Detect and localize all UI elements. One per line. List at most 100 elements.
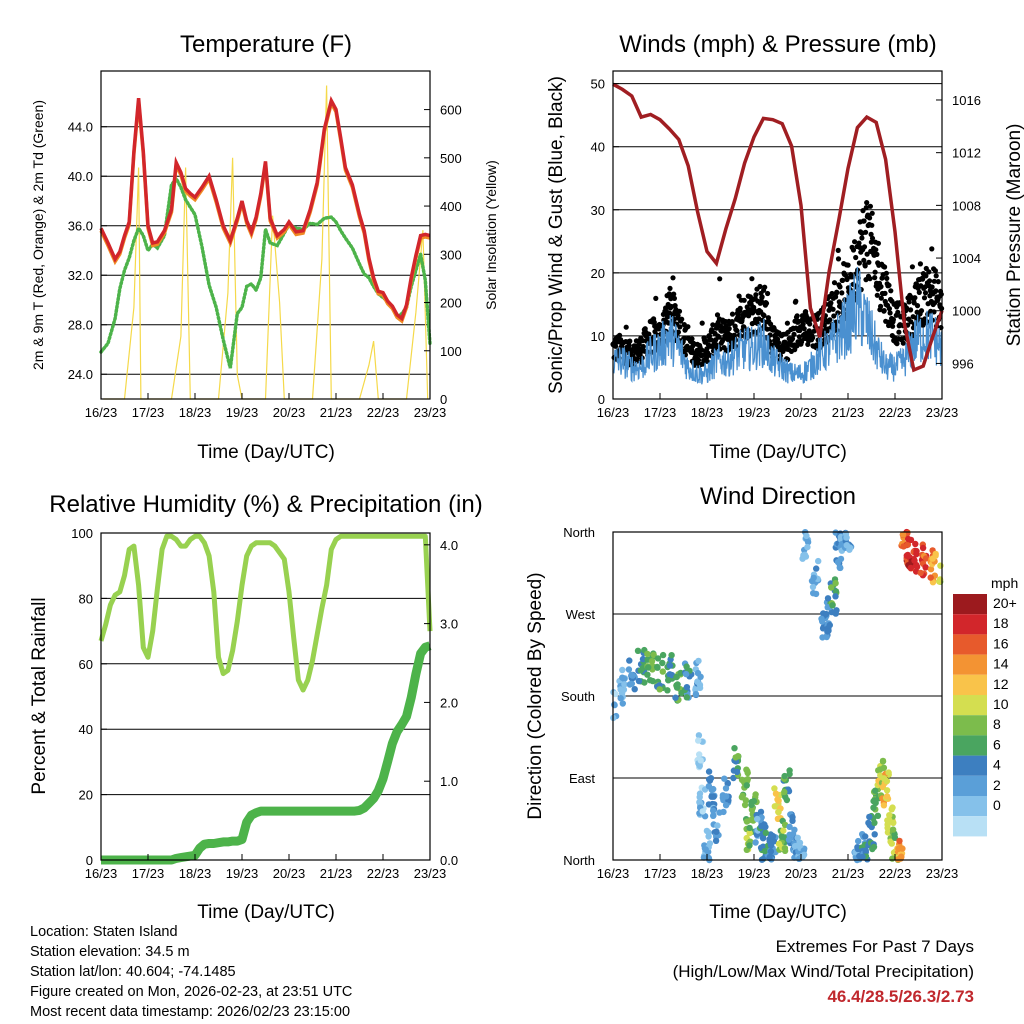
winds-right-label: Station Pressure (Maroon)	[1004, 124, 1024, 347]
direction-point	[619, 700, 626, 707]
direction-point	[654, 655, 662, 662]
direction-point	[913, 547, 920, 555]
humidity-plot-frame	[100, 532, 431, 861]
precipitation-line	[101, 641, 432, 865]
gust-point	[726, 326, 732, 332]
direction-point	[786, 767, 793, 774]
direction-point	[907, 564, 914, 572]
gust-point	[914, 303, 921, 309]
gust-point	[672, 303, 678, 309]
gust-point	[869, 235, 876, 241]
winds-x-tick-label: 19/23	[738, 405, 771, 420]
gust-point	[868, 239, 875, 245]
gust-point	[799, 339, 805, 345]
speed-legend-label: 4	[993, 757, 1001, 773]
temperature-left-label: 2m & 9m T (Red, Orange) & 2m Td (Green)	[30, 100, 46, 370]
direction-point	[617, 686, 624, 693]
direction-point	[829, 602, 836, 609]
gust-point	[830, 306, 836, 312]
direction-point	[937, 562, 944, 569]
direction-point	[683, 694, 690, 701]
gust-point	[931, 278, 937, 284]
direction-point	[650, 651, 657, 659]
direction-point	[746, 829, 753, 837]
gust-point	[704, 358, 710, 364]
direction-point	[654, 663, 661, 671]
direction-point	[733, 768, 741, 776]
direction-point	[746, 824, 753, 832]
recent-timestamp: Most recent data timestamp: 2026/02/23 2…	[30, 1004, 351, 1020]
gust-point	[653, 295, 659, 301]
direction-point	[731, 745, 738, 752]
figure-created: Figure created on Mon, 2026-02-23, at 23…	[30, 984, 353, 1000]
humidity-right-tick-label: 0.0	[440, 853, 458, 868]
speed-legend-swatch	[953, 816, 987, 837]
gust-point	[699, 320, 705, 326]
humidity-x-axis: 16/23 17/23 18/23 19/23 20/23 21/23 22/23 23/23	[85, 854, 447, 881]
direction-point	[800, 851, 808, 858]
direction-x-tick-label: 20/23	[785, 866, 818, 881]
winds-title: Winds (mph) & Pressure (mb)	[619, 31, 936, 58]
direction-point	[774, 796, 781, 803]
gust-point	[890, 323, 896, 329]
station-elevation: Station elevation: 34.5 m	[30, 944, 190, 960]
direction-point	[665, 677, 672, 684]
direction-point	[818, 615, 825, 622]
gust-point	[886, 282, 892, 288]
direction-point	[702, 846, 709, 853]
gust-point	[828, 300, 834, 306]
gust-point	[909, 264, 916, 270]
direction-point	[786, 823, 793, 830]
gust-point	[862, 263, 868, 269]
speed-legend-swatch	[953, 735, 987, 756]
gust-point	[677, 324, 683, 330]
direction-point	[890, 819, 897, 826]
gust-point	[856, 240, 862, 246]
direction-point	[832, 580, 839, 587]
direction-point	[720, 808, 727, 816]
speed-legend-label: 10	[993, 696, 1009, 712]
direction-point	[832, 610, 839, 617]
gust-point	[896, 329, 902, 335]
direction-point	[877, 766, 884, 773]
gust-point	[761, 312, 767, 319]
direction-point	[758, 822, 765, 830]
speed-legend-swatch	[953, 755, 987, 776]
humidity-left-axis: 0 20 40 60 80 100	[71, 526, 107, 868]
direction-tick-label: West	[566, 607, 596, 622]
gust-point	[850, 247, 857, 253]
gust-point	[835, 247, 841, 253]
temperature-right-tick-label: 600	[440, 103, 462, 118]
winds-x-tick-label: 22/23	[879, 405, 912, 420]
gust-point	[900, 340, 906, 346]
gust-point	[874, 292, 880, 298]
direction-left-label: Direction (Colored By Speed)	[525, 572, 546, 819]
speed-legend-title: mph	[991, 575, 1018, 591]
direction-point	[724, 779, 731, 787]
direction-point	[668, 652, 675, 659]
direction-point	[722, 785, 730, 792]
humidity-x-tick-label: 16/23	[85, 866, 118, 881]
gust-point	[800, 321, 806, 327]
direction-point	[789, 814, 796, 821]
gust-point	[737, 305, 743, 311]
direction-point	[823, 610, 830, 618]
winds-left-axis: 0 10 20 30 40 50	[591, 77, 619, 407]
gust-point	[749, 276, 755, 282]
direction-point	[634, 647, 642, 654]
direction-point	[752, 791, 759, 798]
direction-point	[781, 772, 788, 780]
direction-point	[619, 674, 626, 681]
direction-point	[712, 837, 720, 844]
direction-point	[659, 668, 666, 675]
gust-point	[839, 290, 845, 296]
direction-point	[666, 662, 674, 669]
temperature-left-tick-label: 28.0	[68, 318, 93, 333]
winds-x-tick-label: 21/23	[832, 405, 865, 420]
speed-legend-swatch	[953, 775, 987, 796]
humidity-x-tick-label: 23/23	[414, 866, 447, 881]
dewpoint-line	[99, 175, 432, 369]
direction-point	[880, 802, 888, 809]
gust-point	[926, 269, 932, 275]
